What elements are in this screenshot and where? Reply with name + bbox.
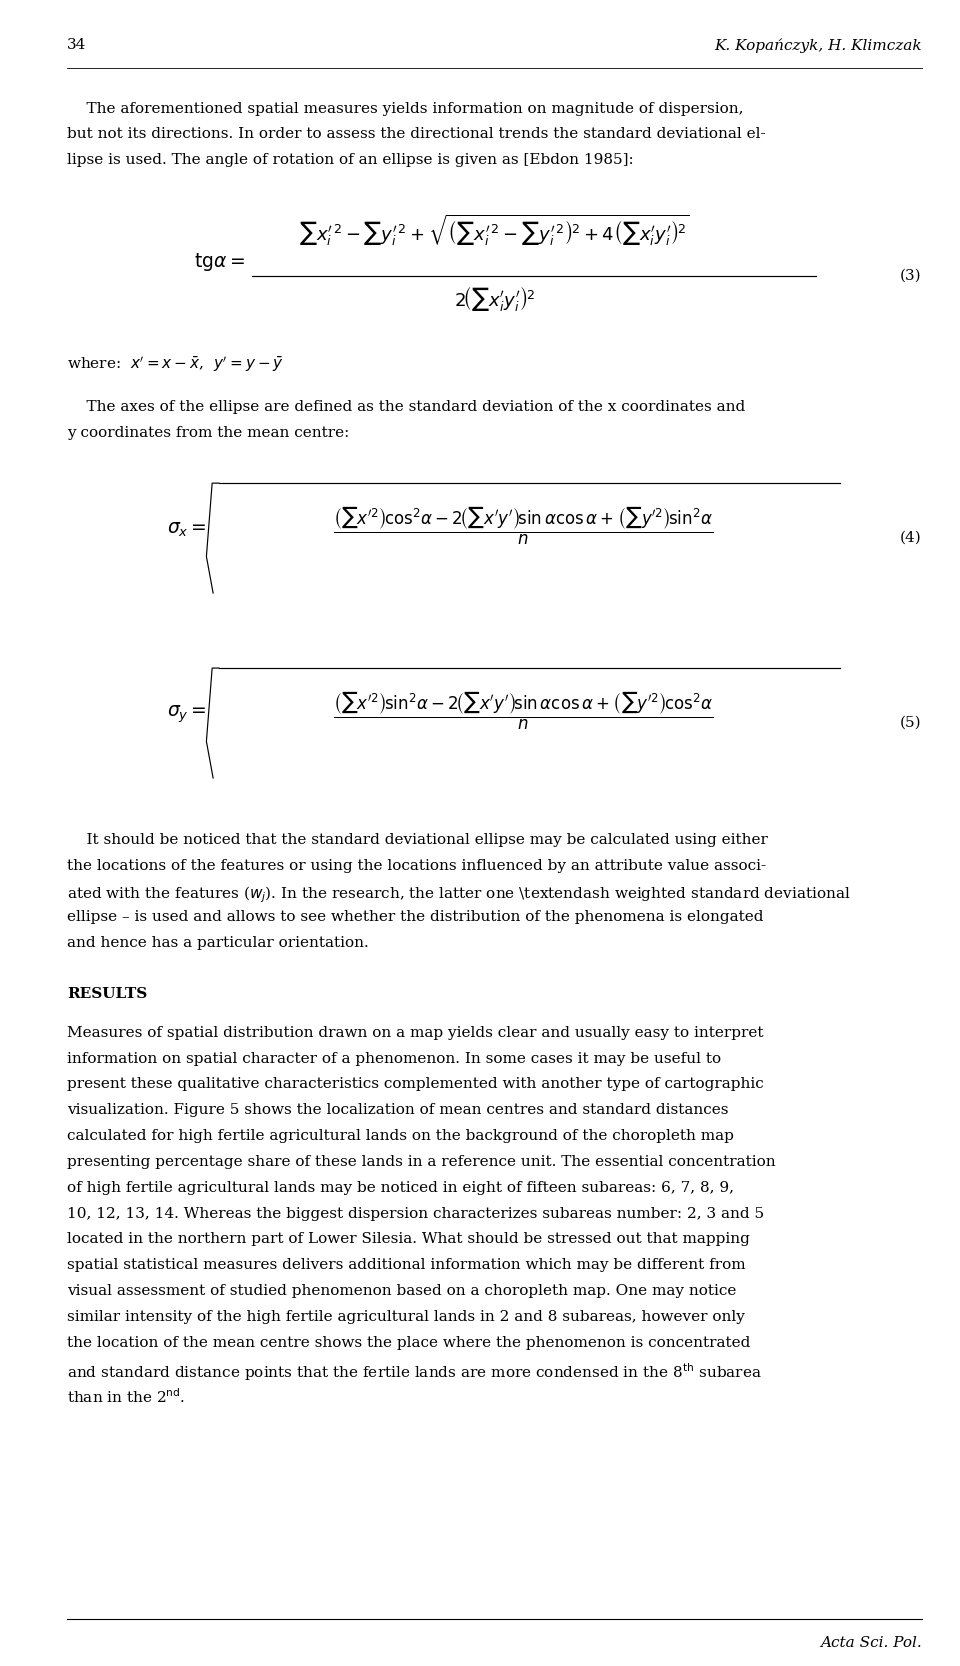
Text: (4): (4) bbox=[900, 531, 922, 545]
Text: $\sum x_i^{\prime\,2} - \sum y_i^{\prime\,2} + \sqrt{\left(\sum x_i^{\prime\,2} : $\sum x_i^{\prime\,2} - \sum y_i^{\prime… bbox=[299, 213, 690, 248]
Text: spatial statistical measures delivers additional information which may be differ: spatial statistical measures delivers ad… bbox=[67, 1258, 746, 1273]
Text: Measures of spatial distribution drawn on a map yields clear and usually easy to: Measures of spatial distribution drawn o… bbox=[67, 1026, 764, 1040]
Text: and hence has a particular orientation.: and hence has a particular orientation. bbox=[67, 936, 369, 950]
Text: $\sigma_y =$: $\sigma_y =$ bbox=[167, 705, 206, 725]
Text: the locations of the features or using the locations influenced by an attribute : the locations of the features or using t… bbox=[67, 860, 766, 873]
Text: K. Kopańczyk, H. Klimczak: K. Kopańczyk, H. Klimczak bbox=[714, 38, 922, 53]
Text: Acta Sci. Pol.: Acta Sci. Pol. bbox=[820, 1636, 922, 1649]
Text: and standard distance points that the fertile lands are more condensed in the 8$: and standard distance points that the fe… bbox=[67, 1361, 762, 1383]
Text: information on spatial character of a phenomenon. In some cases it may be useful: information on spatial character of a ph… bbox=[67, 1051, 721, 1066]
Text: 10, 12, 13, 14. Whereas the biggest dispersion characterizes subareas number: 2,: 10, 12, 13, 14. Whereas the biggest disp… bbox=[67, 1206, 764, 1221]
Text: $\dfrac{\left(\sum x^{\prime 2}\right)\!\sin^2\!\alpha - 2\!\left(\sum x^{\prime: $\dfrac{\left(\sum x^{\prime 2}\right)\!… bbox=[333, 690, 713, 731]
Text: (3): (3) bbox=[900, 268, 922, 283]
Text: of high fertile agricultural lands may be noticed in eight of fifteen subareas: : of high fertile agricultural lands may b… bbox=[67, 1181, 734, 1195]
Text: $2\!\left(\sum x_i^{\prime}y_i^{\prime}\right)^{\!2}$: $2\!\left(\sum x_i^{\prime}y_i^{\prime}\… bbox=[454, 283, 535, 313]
Text: ated with the features ($w_j$). In the research, the latter one \textendash weig: ated with the features ($w_j$). In the r… bbox=[67, 885, 851, 905]
Text: It should be noticed that the standard deviational ellipse may be calculated usi: It should be noticed that the standard d… bbox=[67, 833, 768, 846]
Text: The aforementioned spatial measures yields information on magnitude of dispersio: The aforementioned spatial measures yiel… bbox=[67, 102, 744, 115]
Text: visual assessment of studied phenomenon based on a choropleth map. One may notic: visual assessment of studied phenomenon … bbox=[67, 1284, 736, 1298]
Text: the location of the mean centre shows the place where the phenomenon is concentr: the location of the mean centre shows th… bbox=[67, 1336, 751, 1349]
Text: but not its directions. In order to assess the directional trends the standard d: but not its directions. In order to asse… bbox=[67, 128, 766, 142]
Text: presenting percentage share of these lands in a reference unit. The essential co: presenting percentage share of these lan… bbox=[67, 1155, 776, 1170]
Text: lipse is used. The angle of rotation of an ellipse is given as [Ebdon 1985]:: lipse is used. The angle of rotation of … bbox=[67, 153, 634, 167]
Text: y coordinates from the mean centre:: y coordinates from the mean centre: bbox=[67, 426, 349, 440]
Text: $\mathrm{tg}\alpha =$: $\mathrm{tg}\alpha =$ bbox=[194, 252, 245, 273]
Text: ellipse – is used and allows to see whether the distribution of the phenomena is: ellipse – is used and allows to see whet… bbox=[67, 910, 764, 925]
Text: The axes of the ellipse are defined as the standard deviation of the x coordinat: The axes of the ellipse are defined as t… bbox=[67, 400, 746, 413]
Text: where:  $x^{\prime} = x - \bar{x}$,  $y^{\prime} = y - \bar{y}$: where: $x^{\prime} = x - \bar{x}$, $y^{\… bbox=[67, 355, 284, 373]
Text: visualization. Figure 5 shows the localization of mean centres and standard dist: visualization. Figure 5 shows the locali… bbox=[67, 1103, 729, 1118]
Text: present these qualitative characteristics complemented with another type of cart: present these qualitative characteristic… bbox=[67, 1078, 764, 1091]
Text: $\dfrac{\left(\sum x^{\prime 2}\right)\!\cos^2\!\alpha - 2\!\left(\sum x^{\prime: $\dfrac{\left(\sum x^{\prime 2}\right)\!… bbox=[333, 505, 713, 546]
Text: 34: 34 bbox=[67, 38, 86, 52]
Text: calculated for high fertile agricultural lands on the background of the chorople: calculated for high fertile agricultural… bbox=[67, 1130, 734, 1143]
Text: (5): (5) bbox=[900, 716, 922, 730]
Text: than in the 2$^{\rm nd}$.: than in the 2$^{\rm nd}$. bbox=[67, 1388, 185, 1406]
Text: RESULTS: RESULTS bbox=[67, 986, 148, 1001]
Text: similar intensity of the high fertile agricultural lands in 2 and 8 subareas, ho: similar intensity of the high fertile ag… bbox=[67, 1309, 745, 1324]
Text: $\sigma_x =$: $\sigma_x =$ bbox=[167, 521, 206, 538]
Text: located in the northern part of Lower Silesia. What should be stressed out that : located in the northern part of Lower Si… bbox=[67, 1233, 750, 1246]
